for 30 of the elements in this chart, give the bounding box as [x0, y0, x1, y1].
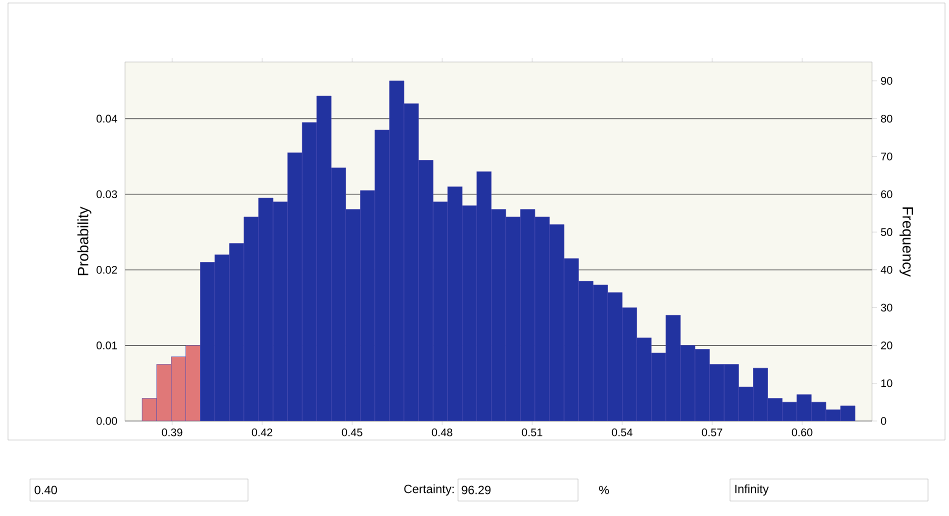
y2-tick-label: 80	[881, 114, 892, 123]
x-tick-label: 0.39	[162, 428, 182, 436]
text: Infinity	[735, 484, 769, 496]
y-tick-label: 0.03	[96, 190, 117, 198]
y2-axis-title: Frequency	[900, 207, 913, 277]
y2-tick-label: 50	[880, 228, 892, 236]
x-tick-label: 0.48	[432, 428, 452, 436]
x-tick-label: 0.57	[702, 428, 722, 436]
y2-tick-label: 90	[881, 77, 892, 85]
y2-tick-label: 70	[881, 152, 892, 160]
y2-tick-label: 60	[881, 190, 892, 198]
x-tick-label: 0.51	[522, 428, 542, 436]
y-tick-label: 0.01	[96, 342, 117, 350]
y2-tick-label: 10	[881, 379, 892, 388]
x-tick-label: 0.45	[342, 428, 362, 436]
x-tick-label: 0.54	[612, 428, 632, 436]
x-tick-label: 0.60	[792, 428, 812, 436]
text: 96.29	[462, 486, 491, 494]
y2-tick-label: 40	[880, 266, 892, 274]
y-tick-label: 0.02	[96, 266, 117, 274]
y-tick-label: 0.04	[96, 114, 118, 123]
y2-tick-label: 0	[880, 417, 886, 425]
y-axis-title: Probability	[77, 206, 92, 276]
y-tick-label: 0.00	[96, 417, 118, 425]
y2-tick-label: 30	[880, 304, 892, 312]
y2-tick-label: 20	[881, 342, 892, 350]
text: %	[599, 486, 609, 494]
text: Certainty:	[404, 484, 454, 496]
text: 0.40	[34, 486, 58, 494]
x-tick-label: 0.42	[252, 428, 272, 436]
